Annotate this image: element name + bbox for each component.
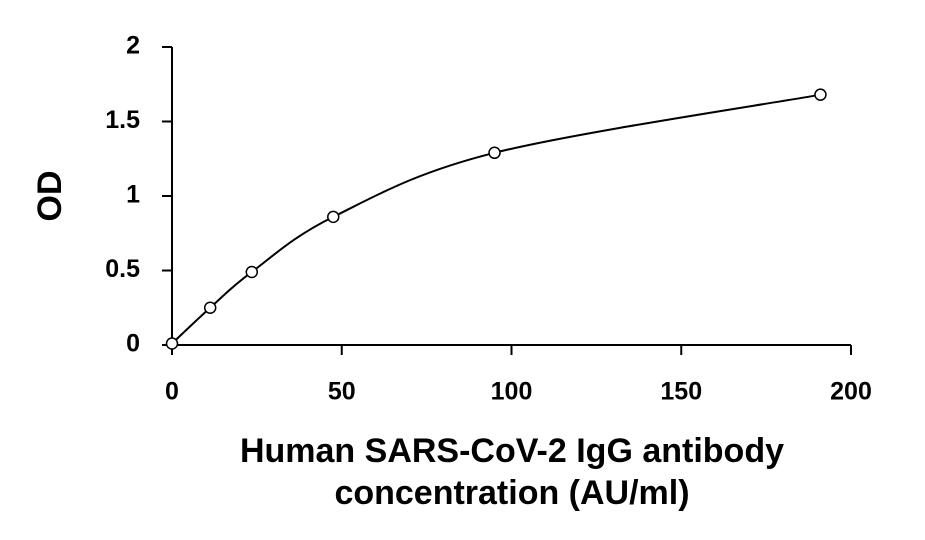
data-point [203, 301, 217, 314]
data-point [814, 88, 827, 101]
x-axis-label: Human SARS-CoV-2 IgG antibody concentrat… [239, 432, 785, 512]
x-tick-label: 100 [491, 378, 533, 406]
x-tick-label: 0 [165, 378, 179, 406]
y-tick-label: 0 [126, 330, 140, 358]
x-tick-label: 50 [328, 378, 356, 406]
x-tick-label: 150 [660, 378, 702, 406]
y-tick-label: 2 [126, 32, 140, 60]
y-tick-label: 1 [126, 181, 140, 209]
y-tick-label: 1.5 [105, 106, 140, 134]
data-point [327, 210, 340, 224]
x-tick-label: 200 [830, 378, 872, 406]
y-axis-label: OD [31, 171, 69, 222]
data-point [165, 337, 179, 350]
fit-curve [171, 93, 821, 345]
y-tick-label: 0.5 [105, 255, 140, 283]
data-point [488, 146, 501, 160]
data-point [245, 265, 259, 279]
